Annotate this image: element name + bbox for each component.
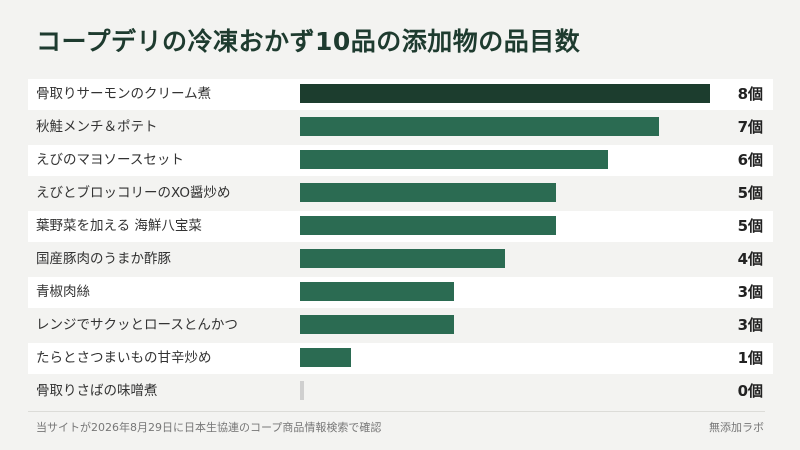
value-label: 4個	[737, 250, 763, 268]
bar-row: えびのマヨソースセット 6個	[28, 145, 773, 176]
bar-track	[300, 249, 710, 268]
category-label: 骨取りさばの味噌煮	[36, 383, 158, 399]
bar-chart: 骨取りサーモンのクリーム煮 8個 秋鮭メンチ＆ポテト 7個 えびのマヨソースセット 6個え…	[28, 79, 773, 409]
bar-track	[300, 150, 710, 169]
bar-track	[300, 315, 710, 334]
bar	[300, 381, 304, 400]
footer-divider	[28, 411, 765, 412]
bar-row: 骨取りさばの味噌煮 0個	[28, 376, 773, 407]
brand-name: 無添加ラボ	[709, 421, 764, 434]
bar-track	[300, 216, 710, 235]
bar	[300, 282, 454, 301]
bar-row: 青椒肉絲 3個	[28, 277, 773, 308]
value-label: 0個	[737, 382, 763, 400]
bar-row: レンジでサクッとロースとんかつ 3個	[28, 310, 773, 341]
bar-row: たらとさつまいもの甘辛炒め 1個	[28, 343, 773, 374]
bar-row: 骨取りサーモンのクリーム煮 8個	[28, 79, 773, 110]
category-label: レンジでサクッとロースとんかつ	[36, 317, 238, 333]
bar-row: えびとブロッコリーのXO醤炒め 5個	[28, 178, 773, 209]
bar-track	[300, 84, 710, 103]
bar	[300, 216, 557, 235]
category-label: たらとさつまいもの甘辛炒め	[36, 350, 212, 366]
source-note: 当サイトが2026年8月29日に日本生協連のコープ商品情報検索で確認	[36, 421, 382, 434]
value-label: 7個	[737, 118, 763, 136]
value-label: 3個	[737, 316, 763, 334]
bar-track	[300, 348, 710, 367]
bar	[300, 117, 659, 136]
bar-track	[300, 183, 710, 202]
category-label: 葉野菜を加える 海鮮八宝菜	[36, 218, 202, 234]
category-label: 秋鮭メンチ＆ポテト	[36, 119, 158, 135]
bar	[300, 84, 710, 103]
category-label: 骨取りサーモンのクリーム煮	[36, 86, 212, 102]
bar	[300, 249, 505, 268]
bar	[300, 348, 352, 367]
bar-track	[300, 117, 710, 136]
value-label: 5個	[737, 217, 763, 235]
bar-track	[300, 282, 710, 301]
chart-title: コープデリの冷凍おかず10品の添加物の品目数	[36, 27, 581, 56]
bar-row: 葉野菜を加える 海鮮八宝菜 5個	[28, 211, 773, 242]
category-label: えびとブロッコリーのXO醤炒め	[36, 185, 231, 201]
bar	[300, 183, 557, 202]
category-label: えびのマヨソースセット	[36, 152, 184, 168]
bar	[300, 315, 454, 334]
bar-row: 国産豚肉のうまか酢豚 4個	[28, 244, 773, 275]
value-label: 5個	[737, 184, 763, 202]
value-label: 1個	[737, 349, 763, 367]
bar-track	[300, 381, 710, 400]
value-label: 6個	[737, 151, 763, 169]
bar	[300, 150, 608, 169]
category-label: 国産豚肉のうまか酢豚	[36, 251, 171, 267]
bar-row: 秋鮭メンチ＆ポテト 7個	[28, 112, 773, 143]
value-label: 3個	[737, 283, 763, 301]
value-label: 8個	[737, 85, 763, 103]
category-label: 青椒肉絲	[36, 284, 90, 300]
